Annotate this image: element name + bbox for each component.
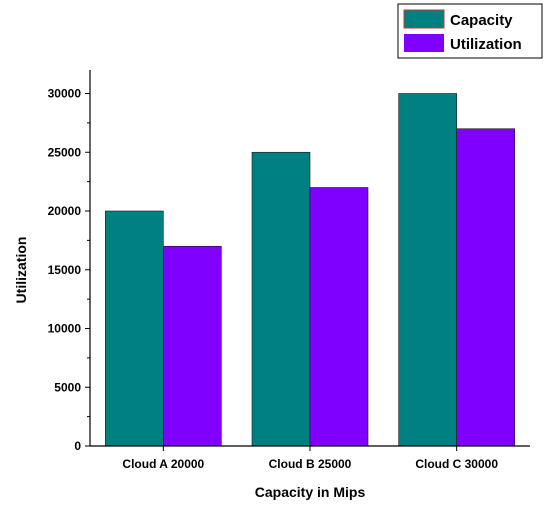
x-tick-label: Cloud C 30000 — [415, 457, 498, 471]
x-axis-title: Capacity in Mips — [255, 484, 366, 500]
bar-capacity-2 — [251, 151, 311, 447]
bar-utilization-2 — [309, 187, 369, 447]
bar-utilization-3 — [456, 128, 515, 447]
y-tick-label: 20000 — [48, 204, 82, 218]
legend-swatch-utilization — [404, 34, 444, 52]
legend: Capacity Utilization — [397, 3, 543, 59]
y-axis-title: Utilization — [13, 237, 29, 304]
y-tick-label: 30000 — [48, 87, 82, 101]
x-tick-label: Cloud A 20000 — [122, 457, 204, 471]
bar-capacity-3 — [398, 93, 457, 447]
bars-layer — [105, 93, 515, 447]
legend-label-utilization: Utilization — [450, 36, 522, 53]
y-tick-label: 25000 — [48, 145, 82, 159]
x-tick-label: Cloud B 25000 — [269, 457, 352, 471]
y-tick-label: 5000 — [54, 380, 81, 394]
y-tick-label: 10000 — [48, 322, 82, 336]
bar-capacity-1 — [105, 210, 164, 447]
legend-label-capacity: Capacity — [450, 12, 513, 29]
y-tick-label: 15000 — [48, 263, 82, 277]
bar-utilization-1 — [163, 245, 222, 447]
y-tick-label: 0 — [74, 439, 81, 453]
axes-layer: Cloud A 20000 Cloud B 25000 Cloud C 30000 0… — [48, 70, 530, 471]
legend-swatch-capacity — [403, 9, 445, 29]
